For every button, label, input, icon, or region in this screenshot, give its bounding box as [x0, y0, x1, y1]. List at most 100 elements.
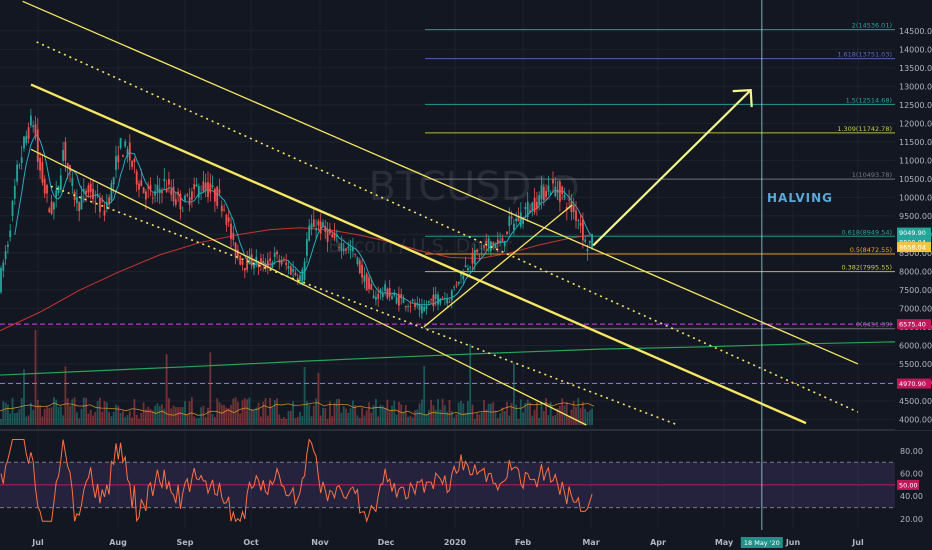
candle-body	[184, 195, 186, 201]
candle-body	[260, 258, 262, 263]
volume-bar	[441, 398, 444, 425]
volume-bar	[39, 405, 41, 425]
volume-bar	[379, 404, 382, 425]
candle-body	[561, 186, 564, 195]
candle-body	[39, 158, 41, 171]
candle-body	[287, 266, 290, 269]
candle-body	[526, 201, 529, 218]
volume-bar	[126, 414, 129, 425]
volume-bar	[561, 398, 564, 425]
price-tick-label: 8500.00	[899, 249, 932, 258]
candle-body	[18, 164, 21, 166]
candle-body	[499, 240, 501, 243]
volume-bar	[292, 401, 294, 425]
volume-bar	[506, 401, 508, 425]
volume-bar	[467, 401, 469, 425]
volume-bar	[165, 354, 168, 425]
volume-bar	[358, 417, 361, 425]
volume-bar	[209, 352, 212, 425]
volume-bar	[460, 400, 462, 425]
volume-bar	[156, 403, 159, 425]
price-label-pill	[897, 319, 931, 330]
candle-body	[349, 248, 352, 251]
candle-body	[358, 260, 361, 273]
candle-body	[529, 210, 531, 212]
price-label-text: 8658.04	[899, 244, 926, 252]
candle-body	[310, 223, 313, 230]
volume-bar	[184, 401, 186, 425]
candle-body	[372, 295, 375, 299]
candle-body	[13, 185, 16, 199]
time-axis-bg	[0, 530, 932, 550]
candle-body	[494, 243, 497, 249]
candle-body	[338, 247, 340, 249]
candle-body	[294, 272, 297, 276]
candle-body	[225, 214, 228, 226]
price-axis[interactable]: 4000.004500.005000.005500.006000.006500.…	[895, 0, 932, 430]
candle-body	[0, 268, 2, 293]
volume-bar	[227, 408, 230, 425]
volume-bar	[16, 412, 18, 425]
candle-body	[204, 182, 207, 190]
volume-bar	[559, 405, 561, 425]
halving-marker: HALVING	[761, 0, 832, 538]
candle-body	[506, 231, 508, 235]
rsi-value-pill	[897, 479, 919, 490]
candle-body	[427, 300, 430, 303]
volume-bar	[151, 410, 154, 425]
volume-bar	[253, 410, 255, 425]
time-axis[interactable]: Jul Aug Sep Oct Nov Dec 2020 Feb Mar Apr May Jun Jul…	[0, 530, 932, 550]
volume-bar	[7, 404, 9, 425]
volume-bar	[255, 407, 258, 425]
volume-bar	[204, 417, 207, 425]
candle-body	[425, 306, 428, 309]
candle-body	[278, 259, 281, 263]
candle-body	[218, 189, 221, 194]
candle-body	[115, 156, 117, 170]
volume-bar	[280, 418, 283, 425]
volume-bar	[402, 411, 405, 425]
candle-body	[478, 255, 481, 257]
candle-body	[87, 185, 90, 193]
candle-body	[16, 164, 18, 182]
candle-body	[352, 247, 354, 252]
volume-bar	[25, 416, 28, 425]
volume-bar	[269, 398, 271, 425]
volume-bar	[536, 402, 538, 425]
candle-body	[395, 296, 398, 304]
time-tick-label: Sep	[177, 538, 194, 547]
price-tick-label: 11500.00	[899, 138, 932, 147]
volume-bar	[119, 413, 122, 425]
volume-bar	[13, 413, 16, 425]
volume-bar	[471, 404, 474, 425]
projection-arrow	[592, 88, 753, 247]
price-label-text: 4970.90	[899, 380, 926, 388]
volume-bar	[230, 404, 232, 425]
candle-body	[71, 178, 74, 186]
volume-bar	[76, 412, 78, 425]
price-tick-label: 12500.00	[899, 101, 932, 110]
volume-bar	[547, 415, 550, 425]
candle-body	[455, 284, 458, 286]
candle-body	[140, 180, 143, 186]
candle-body	[154, 191, 156, 196]
candle-body	[418, 304, 421, 310]
rsi-axis[interactable]: 20.00 40.00 60.00 80.00 50.00	[895, 432, 932, 530]
volume-bar	[407, 416, 409, 425]
candle-body	[331, 234, 334, 238]
candle-body	[575, 210, 577, 221]
volume-bar	[552, 415, 554, 425]
volume-bar	[27, 415, 30, 425]
volume-bar	[112, 411, 115, 425]
candle-body	[342, 248, 345, 252]
volume-bar	[416, 409, 419, 425]
volume-bar	[92, 415, 94, 425]
volume-bar	[588, 410, 591, 425]
candle-body	[211, 185, 214, 187]
candle-body	[570, 201, 573, 213]
candle-body	[234, 242, 237, 258]
volume-bar	[53, 397, 55, 425]
rsi-curve	[0, 438, 593, 523]
candle-body	[324, 226, 327, 232]
candle-body	[579, 222, 582, 226]
